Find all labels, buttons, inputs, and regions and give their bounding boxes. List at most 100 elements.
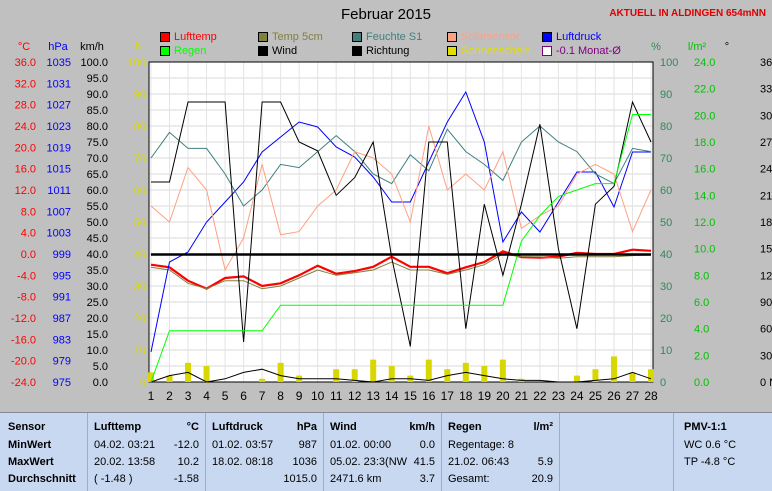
legend-swatch — [542, 46, 552, 56]
direction-tick-label: 150 — [760, 244, 772, 256]
wind-tick-label: 0.0 — [93, 377, 108, 389]
pressure-tick-label: 1023 — [47, 121, 71, 133]
x-tick-label: 1 — [148, 389, 155, 403]
rain-tick-label: 18.0 — [694, 137, 715, 149]
direction-tick-label: 360 N — [760, 57, 772, 69]
wind-tick-label: 60.0 — [87, 185, 108, 197]
wind-tick-label: 25.0 — [87, 297, 108, 309]
x-tick-label: 13 — [367, 389, 381, 403]
legend-swatch — [352, 46, 362, 56]
wind-unit-label: km/h — [80, 41, 104, 53]
weather-chart: 36.032.028.024.020.016.012.08.04.00.0-4.… — [11, 41, 772, 403]
x-tick-label: 10 — [311, 389, 325, 403]
humidity-tick-label: 50 — [660, 217, 672, 229]
x-tick-label: 15 — [404, 389, 418, 403]
x-tick-label: 5 — [222, 389, 229, 403]
sunshine-bar — [648, 369, 654, 382]
luftdruck-max-date: 18.02. 08:18 — [212, 456, 274, 468]
sunshine-bar — [203, 366, 210, 382]
direction-tick-label: 90 O — [760, 297, 772, 309]
temp-tick-label: -16.0 — [11, 334, 36, 346]
regen-header: Regen — [448, 421, 482, 433]
x-tick-label: 11 — [330, 389, 343, 403]
rain-unit-label: l/m² — [688, 41, 707, 53]
pressure-tick-label: 1011 — [47, 185, 71, 197]
x-axis-ticks: 1 2 3 4 5 6 7 8 9 10 11 12 13 14 15 16 17 18 19 20 21 22 23 24 2… — [148, 389, 658, 403]
pressure-tick-label: 1031 — [47, 78, 71, 90]
sunshine-bar — [166, 375, 173, 382]
wind-tick-label: 10.0 — [87, 345, 108, 357]
pressure-tick-label: 979 — [53, 356, 71, 368]
pressure-tick-label: 1003 — [47, 228, 71, 240]
humidity-unit-label: % — [651, 41, 661, 53]
rain-tick-label: 4.0 — [694, 324, 709, 336]
regen-total-label: Gesamt: — [448, 473, 490, 485]
series-feuchte-s1 — [150, 125, 652, 207]
rain-tick-label: 8.0 — [694, 270, 709, 282]
humidity-tick-label: 70 — [660, 153, 672, 165]
lufttemp-max-value: 10.2 — [177, 456, 199, 468]
legend-swatch — [447, 46, 457, 56]
humidity-tick-label: 80 — [660, 121, 672, 133]
x-tick-label: 17 — [441, 389, 455, 403]
wind-tick-label: 30.0 — [87, 281, 108, 293]
stats-col-regen: Regen l/m² Regentage: 8 21.02. 06:43 5.9… — [442, 413, 560, 491]
x-tick-label: 14 — [385, 389, 399, 403]
temp-tick-label: 20.0 — [15, 142, 36, 154]
wind-tick-label: 40.0 — [87, 249, 108, 261]
sun-tick-label: 90 — [134, 89, 146, 101]
legend-swatch — [258, 32, 268, 42]
sun-tick-label: 50 — [134, 217, 146, 229]
wind-distance: 2471.6 km — [330, 473, 382, 485]
sunshine-bar — [481, 366, 488, 382]
temp-tick-label: 12.0 — [15, 185, 36, 197]
legend-label: Solarsensor — [461, 31, 520, 43]
temp-tick-label: -8.0 — [17, 292, 36, 304]
sun-tick-label: 0 — [140, 377, 146, 389]
wind-max-value: 41.5 — [413, 456, 435, 468]
regen-days: Regentage: 8 — [448, 439, 515, 451]
regen-max-value: 5.9 — [537, 456, 553, 468]
direction-tick-label: 270 W — [760, 137, 772, 149]
wind-tick-label: 55.0 — [87, 201, 108, 213]
lufttemp-min-date: 04.02. 03:21 — [94, 439, 156, 451]
legend-swatch — [542, 32, 552, 42]
x-tick-label: 6 — [240, 389, 247, 403]
wind-tick-label: 50.0 — [87, 217, 108, 229]
average-label: Durchschnitt — [8, 473, 76, 485]
temp-tick-label: 4.0 — [21, 228, 36, 240]
pressure-tick-label: 1027 — [47, 100, 71, 112]
wind-tick-label: 100.0 — [80, 57, 108, 69]
humidity-tick-label: 100 — [660, 57, 678, 69]
direction-tick-label: 300 — [760, 110, 772, 122]
luftdruck-min-date: 01.02. 03:57 — [212, 439, 274, 451]
sun-tick-label: 10 — [134, 345, 146, 357]
lufttemp-avg-value: -1.58 — [173, 473, 199, 485]
luftdruck-avg-value: 1015.0 — [283, 473, 317, 485]
x-tick-label: 27 — [626, 389, 640, 403]
x-tick-label: 4 — [203, 389, 210, 403]
humidity-tick-label: 20 — [660, 313, 672, 325]
direction-tick-label: 330 — [760, 84, 772, 96]
stats-col-lufttemp: Lufttemp °C 04.02. 03:21 -12.0 20.02. 13… — [88, 413, 206, 491]
wind-tick-label: 15.0 — [87, 329, 108, 341]
sunshine-bar — [629, 372, 636, 382]
x-tick-label: 3 — [185, 389, 192, 403]
sunshine-bar — [425, 359, 432, 382]
legend-label: Regen — [174, 45, 207, 57]
humidity-tick-label: 90 — [660, 89, 672, 101]
wind-tick-label: 65.0 — [87, 169, 108, 181]
pressure-tick-label: 1019 — [47, 142, 71, 154]
direction-tick-label: 60 — [760, 324, 772, 336]
sunshine-bar — [370, 359, 377, 382]
stats-col-sensor: Sensor MinWert MaxWert Durchschnitt — [0, 413, 88, 491]
temp-tick-label: -12.0 — [11, 313, 36, 325]
direction-tick-label: 0 N — [760, 377, 772, 389]
sun-unit-label: h — [135, 41, 141, 53]
rain-tick-label: 20.0 — [694, 110, 715, 122]
legend-swatch — [160, 32, 170, 42]
x-tick-label: 19 — [478, 389, 492, 403]
sun-tick-label: 70 — [134, 153, 146, 165]
direction-unit-label: ° — [725, 41, 729, 53]
pmv-wc: WC 0.6 °C — [684, 439, 737, 451]
